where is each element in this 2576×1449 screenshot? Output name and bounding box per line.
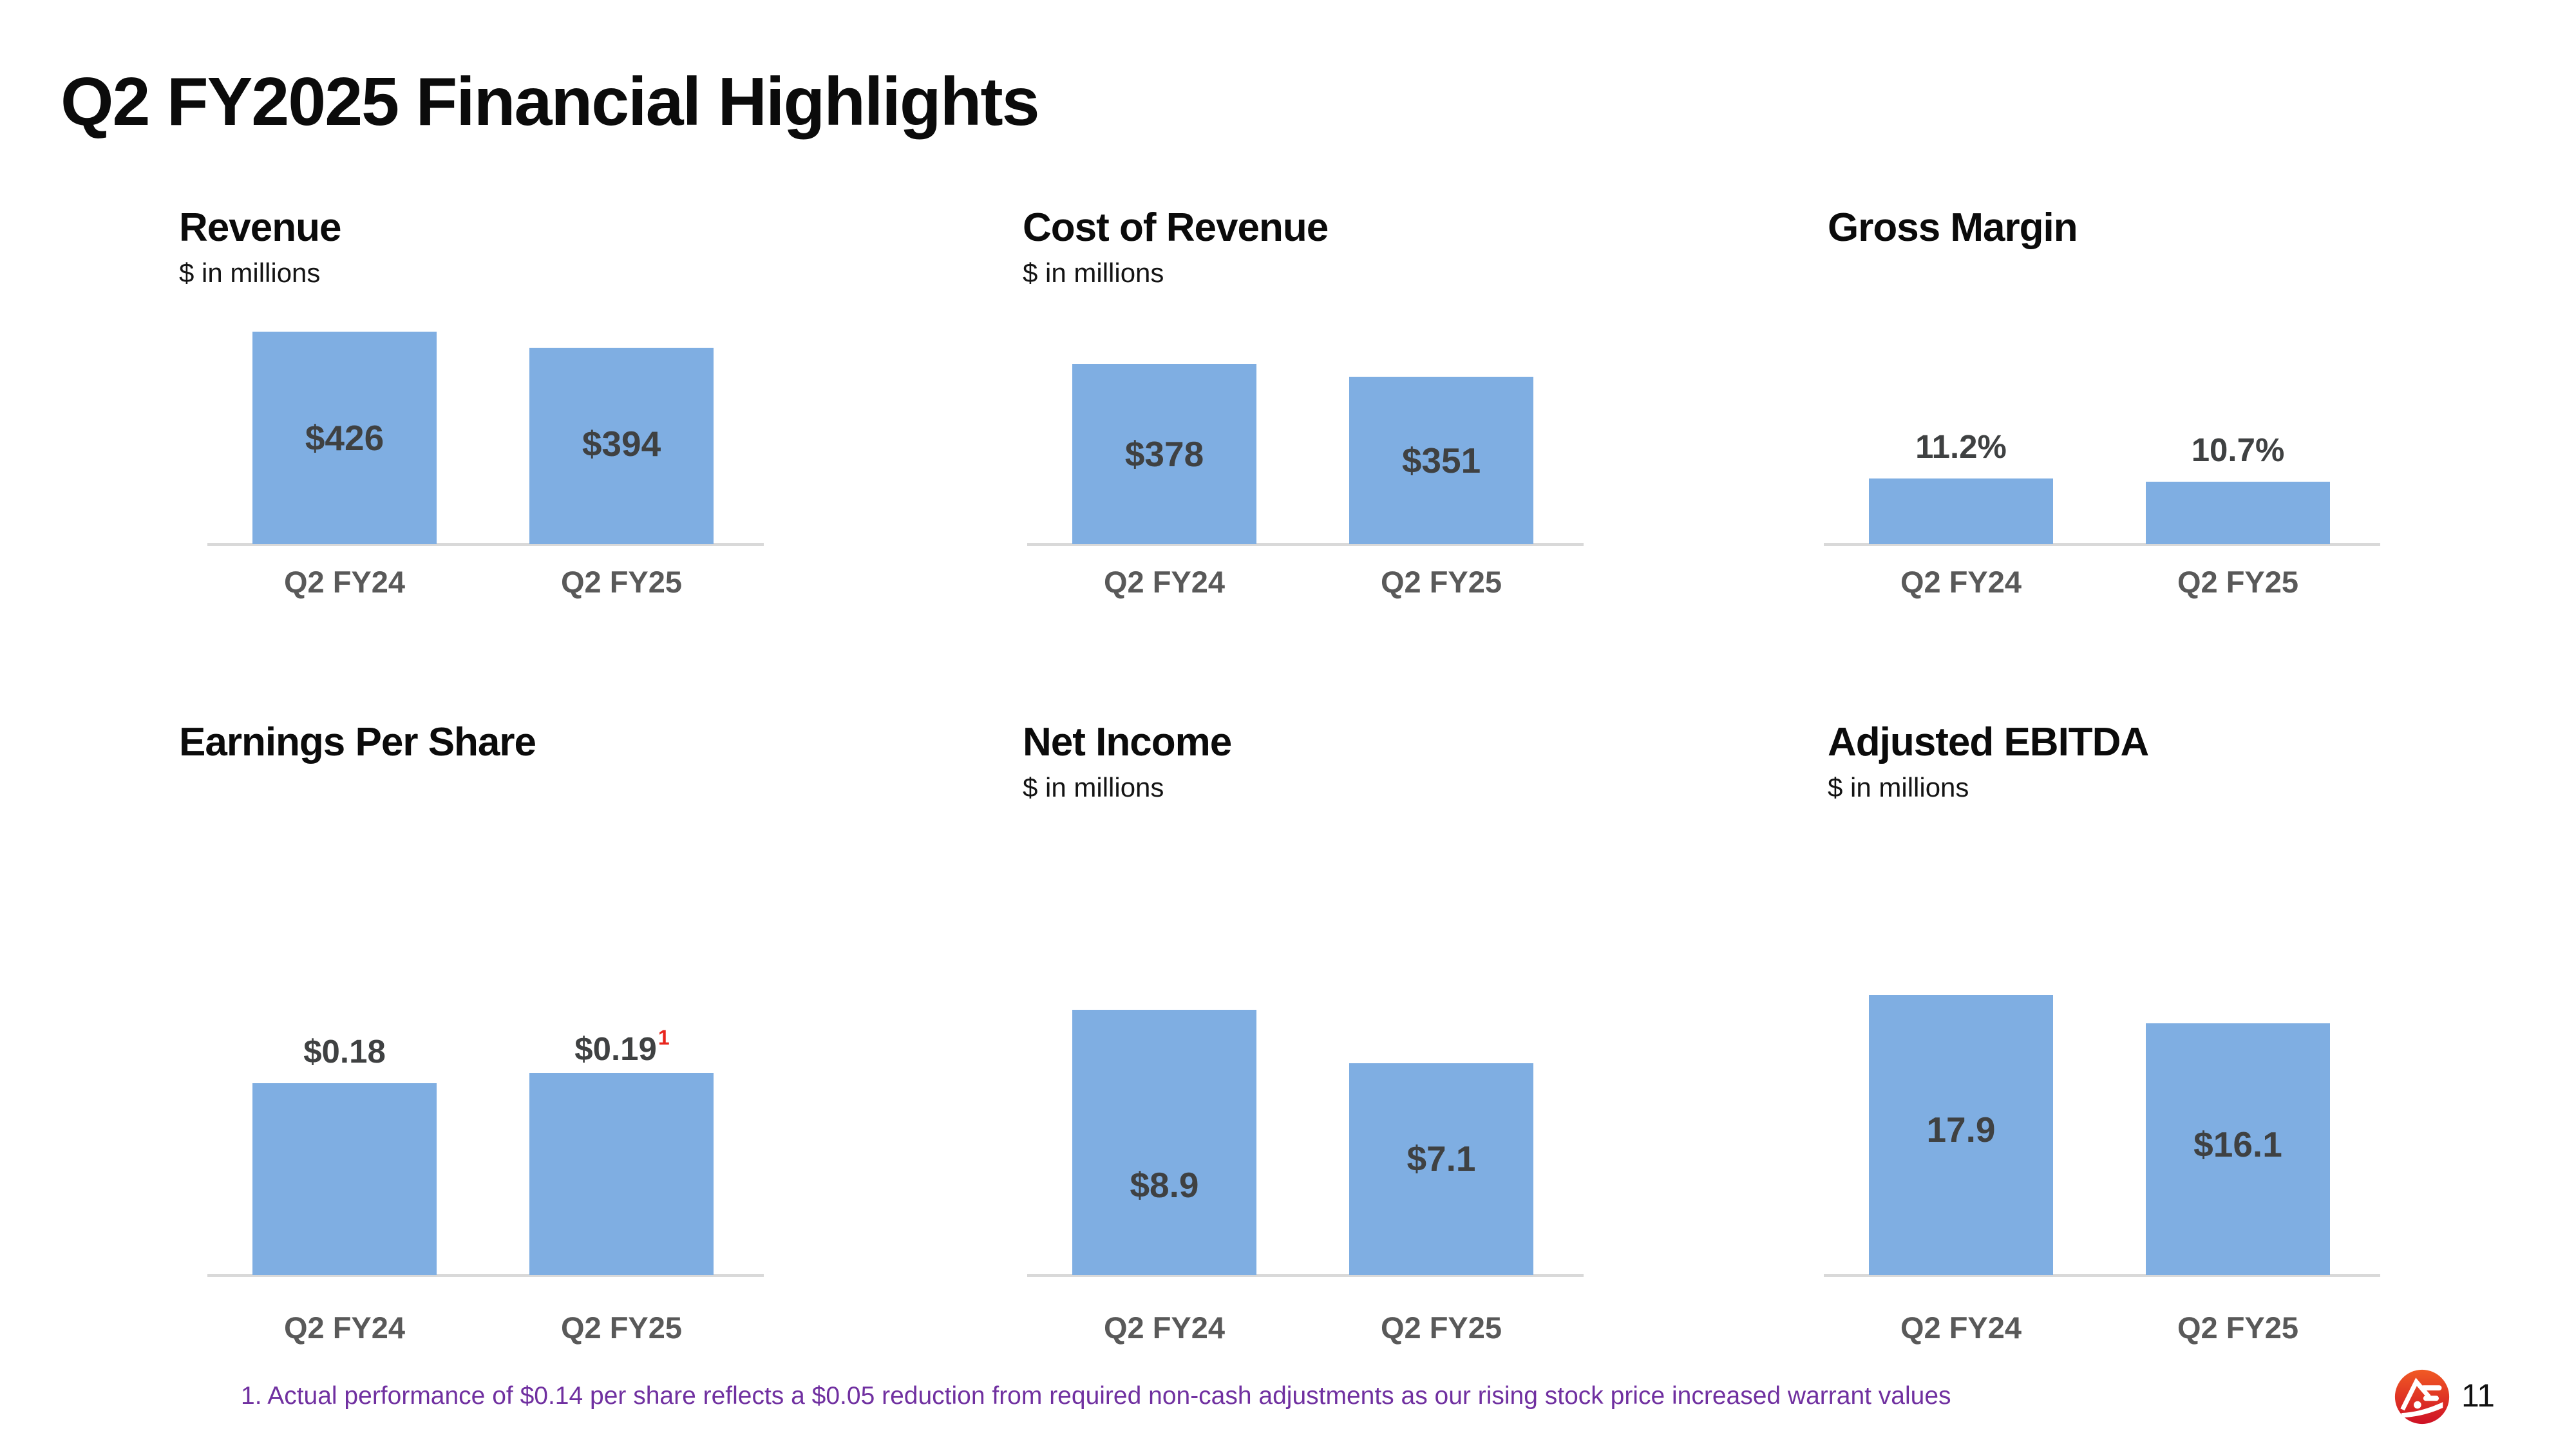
- footnote-ref: 1: [658, 1026, 670, 1049]
- category-label: Q2 FY25: [1380, 565, 1502, 599]
- chart-title: Adjusted EBITDA: [1828, 720, 2149, 764]
- bar-q2-fy25: [529, 348, 714, 544]
- x-axis-line: [1027, 543, 1584, 546]
- chart-subtitle: $ in millions: [1023, 258, 1164, 288]
- chart-subtitle: $ in millions: [179, 258, 321, 288]
- chart-gross-margin: Gross Margin 11.2% Q2 FY24 10.7% Q2 FY25: [1823, 205, 2486, 616]
- category-label: Q2 FY24: [1103, 1311, 1226, 1345]
- chart-cost-of-revenue: Cost of Revenue $ in millions $378 Q2 FY2…: [1018, 205, 1681, 616]
- category-label: Q2 FY24: [1103, 565, 1226, 599]
- page-title: Q2 FY2025 Financial Highlights: [61, 64, 1040, 140]
- x-axis-line: [207, 543, 764, 546]
- x-axis-line: [207, 1274, 764, 1277]
- bar-value-label: 17.9: [1926, 1110, 1996, 1150]
- chart-adjusted-ebitda: Adjusted EBITDA $ in millions 17.9 Q2 FY2…: [1823, 719, 2486, 1361]
- bar-value-label: $0.18: [303, 1033, 386, 1070]
- category-label: Q2 FY25: [2177, 565, 2299, 599]
- bar-q2-fy24: [1072, 1010, 1256, 1275]
- bar-q2-fy24: [252, 1083, 437, 1275]
- bar-q2-fy25: [1349, 377, 1533, 544]
- bar-value-label: $7.1: [1406, 1139, 1476, 1179]
- chart-title: Earnings Per Share: [179, 720, 536, 764]
- chart-net-income: Net Income $ in millions $8.9 Q2 FY24 $7.1…: [1018, 719, 1681, 1361]
- bar-q2-fy24: [252, 332, 437, 544]
- category-label: Q2 FY24: [1900, 1311, 2022, 1345]
- bar-value-label: 10.7%: [2191, 431, 2285, 468]
- bar-value-label: $16.1: [2193, 1124, 2282, 1164]
- bar-q2-fy25: [2146, 482, 2330, 544]
- logo-e-mid-bar: [2423, 1396, 2439, 1401]
- chart-title: Net Income: [1023, 720, 1232, 764]
- bar-value-label: $351: [1401, 440, 1481, 480]
- page-number: 11: [2461, 1378, 2495, 1414]
- chart-subtitle: $ in millions: [1828, 772, 1969, 802]
- x-axis-line: [1824, 543, 2380, 546]
- logo-a-chevron: [2400, 1378, 2431, 1411]
- bar-value-label: 11.2%: [1915, 428, 2007, 465]
- chart-title: Cost of Revenue: [1023, 205, 1329, 250]
- logo-e-top-bar: [2421, 1385, 2442, 1391]
- bar-value-label: $426: [305, 418, 384, 458]
- bar-q2-fy24: [1869, 995, 2053, 1275]
- chart-title: Gross Margin: [1828, 205, 2078, 250]
- bar-q2-fy25: [2146, 1023, 2330, 1275]
- chart-subtitle: $ in millions: [1023, 772, 1164, 802]
- category-label: Q2 FY24: [1900, 565, 2022, 599]
- bar-q2-fy24: [1072, 364, 1256, 544]
- bar-value-label: $378: [1124, 434, 1204, 474]
- chart-earnings-per-share: Earnings Per Share $0.18 Q2 FY24 $0.191 Q2 …: [174, 719, 837, 1361]
- bar-q2-fy25: [1349, 1063, 1533, 1275]
- category-label: Q2 FY25: [560, 1311, 683, 1345]
- logo-e-swoosh: [2401, 1402, 2443, 1418]
- bar-q2-fy25: [529, 1073, 714, 1275]
- x-axis-line: [1027, 1274, 1584, 1277]
- category-label: Q2 FY25: [2177, 1311, 2299, 1345]
- category-label: Q2 FY25: [1380, 1311, 1502, 1345]
- x-axis-line: [1824, 1274, 2380, 1277]
- category-label: Q2 FY24: [283, 1311, 406, 1345]
- company-logo: [2394, 1369, 2450, 1425]
- logo-a-dot: [2414, 1401, 2421, 1409]
- chart-title: Revenue: [179, 205, 341, 250]
- bar-q2-fy24: [1869, 478, 2053, 544]
- bar-value-label: $394: [582, 424, 661, 464]
- category-label: Q2 FY24: [283, 565, 406, 599]
- bar-value-label: $0.191: [574, 1026, 670, 1067]
- category-label: Q2 FY25: [560, 565, 683, 599]
- chart-revenue: Revenue $ in millions $426 Q2 FY24 $394 Q2 …: [174, 205, 837, 616]
- footnote-text: 1. Actual performance of $0.14 per share…: [241, 1382, 1951, 1410]
- bar-value-label: $8.9: [1130, 1165, 1199, 1205]
